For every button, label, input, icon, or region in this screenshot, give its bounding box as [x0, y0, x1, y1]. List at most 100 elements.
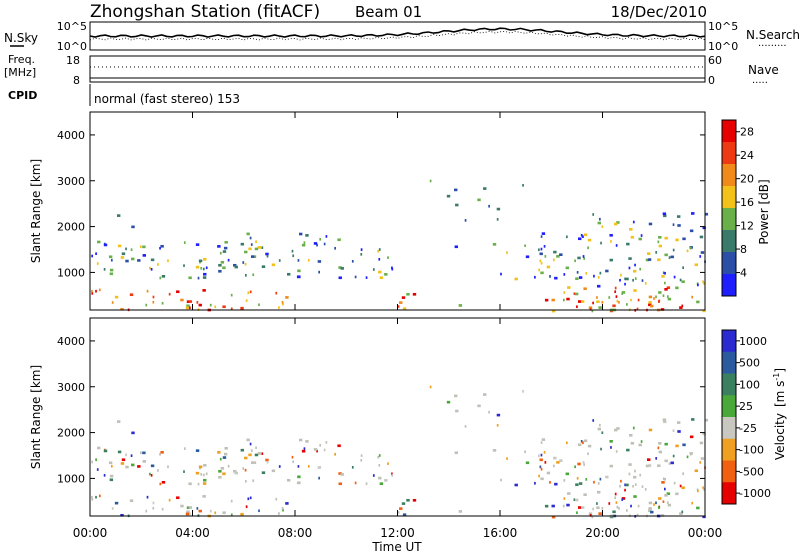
power-cell — [648, 301, 652, 304]
velocity-cell — [180, 504, 184, 508]
velocity-cell — [477, 404, 481, 408]
velocity-cell — [91, 495, 93, 499]
power-cell — [117, 244, 122, 248]
velocity-cell — [632, 475, 637, 479]
velocity-cell — [634, 469, 636, 473]
x-tick-label: 20:00 — [585, 526, 620, 540]
velocity-cell — [655, 501, 657, 505]
velocity-cell — [618, 507, 620, 510]
power-cell — [599, 271, 602, 275]
power-cell — [103, 243, 108, 247]
power-cell — [251, 255, 255, 258]
power-cell — [95, 289, 97, 293]
velocity-cell — [582, 461, 585, 464]
velocity-cell — [610, 446, 612, 449]
power-cell — [98, 288, 101, 292]
y-tick-label: 3000 — [57, 381, 85, 394]
velocity-cell — [573, 498, 576, 502]
power-cell — [316, 243, 318, 247]
velocity-cell — [645, 464, 650, 468]
power-cell — [159, 276, 162, 280]
velocity-cell — [562, 504, 565, 508]
velocity-cell — [125, 465, 129, 469]
power-cell — [318, 270, 321, 274]
power-cell — [697, 283, 699, 287]
power-cell — [609, 233, 613, 237]
velocity-cell — [588, 512, 593, 516]
velocity-cell — [188, 506, 193, 509]
power-colorbar-tick-label: 24 — [740, 149, 754, 162]
power-cell — [224, 240, 228, 244]
power-cell — [230, 293, 233, 297]
power-cell — [662, 294, 665, 298]
power-cell — [203, 258, 207, 261]
power-cell — [323, 242, 326, 246]
velocity-cell — [198, 465, 203, 469]
noise-right-tick-bottom: 10^0 — [708, 40, 738, 53]
velocity-cell — [95, 458, 97, 462]
power-cell — [637, 298, 640, 302]
power-cell — [150, 267, 153, 271]
nave-legend: ····· — [752, 78, 768, 89]
velocity-cell — [378, 454, 381, 457]
power-cell — [305, 234, 309, 237]
velocity-cell — [525, 461, 530, 465]
noise-right-tick-top: 10^5 — [708, 20, 738, 33]
velocity-colorbar-bin — [722, 438, 736, 461]
power-cell — [660, 308, 665, 311]
power-cell — [703, 282, 705, 285]
power-cell — [307, 258, 310, 262]
velocity-cell — [506, 457, 508, 460]
velocity-cell — [250, 449, 253, 452]
velocity-cell — [664, 477, 666, 481]
velocity-cell — [152, 501, 155, 505]
nave-tick-top: 60 — [708, 54, 722, 67]
velocity-cell — [619, 484, 621, 488]
power-cell — [285, 296, 289, 299]
power-cell — [116, 214, 121, 217]
velocity-cell — [702, 486, 705, 490]
noise-left-tick-top: 10^5 — [57, 20, 87, 33]
velocity-cell — [338, 472, 342, 475]
power-cell — [598, 306, 602, 309]
power-cell — [506, 251, 508, 254]
power-cell — [137, 259, 141, 262]
velocity-cell — [129, 499, 134, 503]
velocity-cell — [691, 418, 695, 421]
cpid-value: normal (fast stereo) 153 — [94, 92, 240, 106]
power-cell — [591, 309, 594, 313]
power-cell — [406, 292, 410, 296]
velocity-cell — [663, 420, 667, 424]
velocity-cell — [587, 444, 592, 448]
power-cell — [626, 303, 628, 306]
velocity-cell — [596, 490, 601, 494]
velocity-colorbar-bin — [722, 417, 736, 440]
power-cell — [615, 244, 618, 247]
velocity-cell — [278, 465, 281, 468]
velocity-y-axis: 1000 2000 3000 4000 — [57, 335, 705, 485]
power-cell — [222, 266, 226, 270]
power-cell — [583, 287, 587, 291]
power-cell — [183, 241, 186, 244]
power-colorbar-bin — [722, 208, 736, 231]
power-cell — [91, 289, 93, 293]
power-cell — [500, 272, 502, 276]
nave-tick-bottom: 0 — [708, 74, 715, 87]
velocity-cell — [663, 487, 666, 491]
power-cell — [278, 306, 280, 309]
velocity-cell — [566, 441, 568, 445]
velocity-cell — [401, 502, 406, 505]
power-cell — [278, 259, 281, 262]
power-cell — [666, 295, 669, 298]
power-cell — [140, 245, 142, 249]
velocity-cell — [387, 462, 389, 465]
power-cell — [188, 276, 192, 280]
power-cell — [114, 295, 119, 299]
velocity-cell — [240, 512, 244, 516]
power-cell — [266, 254, 269, 258]
power-cell — [600, 241, 602, 245]
velocity-cell — [551, 515, 556, 519]
velocity-cell — [658, 442, 662, 445]
velocity-unit-exponent: -1 — [772, 373, 781, 381]
velocity-cell — [183, 447, 186, 450]
